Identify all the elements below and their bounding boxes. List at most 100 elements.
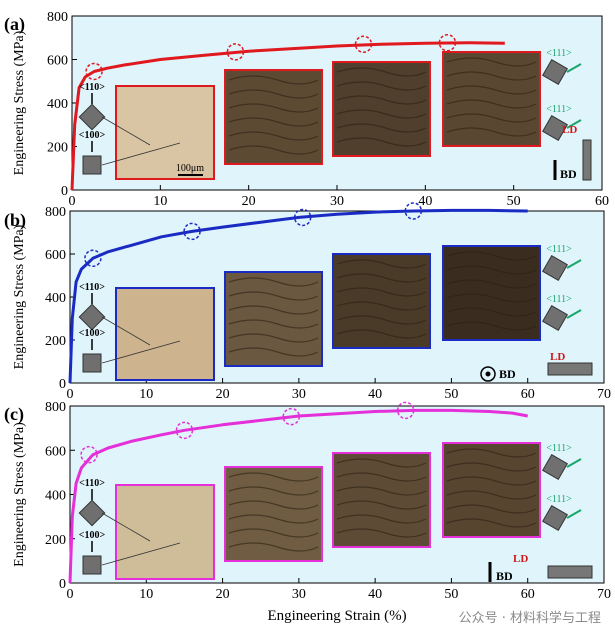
micrograph-texture-1-2-2: [228, 103, 319, 113]
panel-label-2: (b): [4, 210, 26, 231]
micrograph-1-3: [332, 61, 431, 157]
y-tick-label-2-800: 800: [45, 205, 66, 220]
micrograph-1-4: [442, 51, 541, 147]
watermark: 公众号 · 材料科学与工程: [458, 611, 601, 626]
x-tick-label-3-10: 10: [139, 587, 153, 602]
strain-marker-3-3: [282, 407, 300, 426]
micrograph-texture-1-3-2: [336, 95, 427, 105]
micrograph-texture-3-4-1: [446, 462, 537, 472]
micrograph-texture-1-4-2: [446, 85, 537, 95]
stress-strain-curve-1: [70, 41, 505, 191]
panel-label-3: (c): [4, 404, 24, 425]
orientation-cube-2-1: [78, 303, 106, 331]
y-tick-label-3-400: 400: [45, 489, 66, 504]
strain-marker-2-2: [183, 222, 201, 241]
y-tick-label-1-0: 0: [61, 184, 68, 199]
bd-symbol-2: [480, 366, 496, 382]
micrograph-texture-1-4-4: [446, 113, 537, 123]
micrograph-texture-1-4-3: [446, 99, 537, 109]
micrograph-texture-2-2-5: [228, 347, 319, 357]
micrograph-texture-2-4-1: [446, 265, 537, 275]
slip-arrow-3-1: [566, 458, 582, 468]
micrograph-texture-2-2-2: [228, 305, 319, 315]
micrograph-3-1: [115, 484, 215, 580]
micrograph-texture-3-2-1: [228, 486, 319, 496]
micrograph-texture-2-2-4: [228, 333, 319, 343]
orientation-label-1-1: <110>: [79, 82, 105, 93]
micrograph-1-2: [224, 69, 323, 165]
orientation-label-1-2: <100>: [79, 130, 106, 141]
micrograph-texture-2-3-3: [336, 301, 427, 311]
ld-label-2: LD: [550, 351, 565, 363]
strain-marker-1-1: [85, 62, 103, 81]
micrograph-texture-2-3-1: [336, 273, 427, 283]
panel-label-1: (a): [4, 14, 25, 35]
micrograph-texture-1-2-0: [228, 75, 319, 85]
strain-marker-3-1: [80, 445, 98, 464]
leader-line-2-2: [101, 340, 181, 364]
leader-line-2-1: [101, 316, 151, 346]
micrograph-texture-2-2-3: [228, 319, 319, 329]
deformed-cube-2-2: [542, 305, 568, 331]
orientation-label-r-2-1: <111>: [546, 244, 572, 255]
x-tick-label-3-60: 60: [521, 587, 535, 602]
x-tick-label-2-20: 20: [216, 387, 230, 402]
micrograph-2-1: [115, 287, 215, 381]
micrograph-texture-3-3-2: [336, 486, 427, 496]
x-tick-label-2-0: 0: [67, 387, 74, 402]
micrograph-texture-3-3-0: [336, 458, 427, 468]
y-tick-label-1-400: 400: [47, 97, 68, 112]
micrograph-texture-1-3-1: [336, 81, 427, 91]
micrograph-texture-1-3-0: [336, 67, 427, 77]
micrograph-texture-2-3-4: [336, 315, 427, 325]
micrograph-texture-2-2-0: [228, 277, 319, 287]
y-tick-label-2-600: 600: [45, 248, 66, 263]
deformed-cube-1-1: [542, 59, 568, 85]
strain-marker-3-4: [396, 401, 415, 420]
micrograph-texture-3-4-3: [446, 490, 537, 500]
x-tick-label-2-30: 30: [292, 387, 306, 402]
micrograph-texture-1-4-5: [446, 127, 537, 137]
y-tick-label-3-200: 200: [45, 533, 66, 548]
tensile-sample-3: [547, 565, 593, 579]
micrograph-texture-3-3-3: [336, 500, 427, 510]
micrograph-texture-2-2-1: [228, 291, 319, 301]
micrograph-texture-2-4-0: [446, 251, 537, 261]
orientation-label-3-1: <110>: [79, 478, 105, 489]
bd-symbol-dot-2: [485, 371, 491, 377]
x-tick-label-1-20: 20: [242, 194, 256, 209]
micrograph-texture-3-2-5: [228, 542, 319, 552]
micrograph-2-3: [332, 253, 431, 349]
tensile-sample-1: [582, 139, 592, 181]
y-axis-label-3: Engineering Stress (MPa): [12, 422, 27, 567]
slip-arrow-2-1: [566, 259, 582, 269]
micrograph-texture-2-3-2: [336, 287, 427, 297]
micrograph-texture-3-4-0: [446, 448, 537, 458]
stress-strain-curve-3: [68, 408, 528, 584]
x-tick-label-3-50: 50: [444, 587, 458, 602]
x-tick-label-3-40: 40: [368, 587, 382, 602]
micrograph-texture-1-3-4: [336, 123, 427, 133]
y-tick-label-3-0: 0: [59, 577, 66, 592]
micrograph-texture-1-2-1: [228, 89, 319, 99]
orientation-label-2-1: <110>: [79, 282, 105, 293]
x-tick-label-2-50: 50: [444, 387, 458, 402]
x-tick-label-1-60: 60: [595, 194, 609, 209]
x-tick-label-2-40: 40: [368, 387, 382, 402]
deformed-cube-3-1: [542, 454, 568, 480]
micrograph-texture-1-4-1: [446, 71, 537, 81]
y-axis-label-1: Engineering Stress (MPa): [12, 30, 27, 175]
strain-marker-1-3: [354, 35, 373, 54]
ld-label-3: LD: [513, 553, 528, 565]
micrograph-texture-1-3-3: [336, 109, 427, 119]
micrograph-texture-1-4-0: [446, 57, 537, 67]
x-tick-label-2-70: 70: [597, 387, 611, 402]
orientation-cube-3-2: [82, 555, 102, 575]
orientation-label-3-2: <100>: [79, 530, 106, 541]
micrograph-3-4: [442, 442, 541, 538]
micrograph-texture-2-4-4: [446, 307, 537, 317]
y-tick-label-3-600: 600: [45, 444, 66, 459]
x-tick-label-3-30: 30: [292, 587, 306, 602]
strain-marker-1-2: [226, 43, 245, 61]
y-tick-label-1-600: 600: [47, 54, 68, 69]
